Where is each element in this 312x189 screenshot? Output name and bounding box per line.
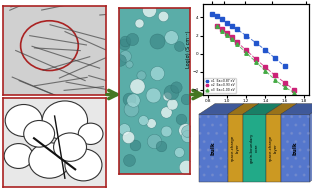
Polygon shape <box>243 114 266 182</box>
Point <box>177 151 182 154</box>
Point <box>117 59 122 62</box>
Circle shape <box>4 144 33 168</box>
Point <box>150 94 155 97</box>
Point <box>133 143 138 146</box>
Text: space-charge
layer: space-charge layer <box>231 135 240 161</box>
Point <box>164 94 169 98</box>
Point <box>169 102 174 105</box>
Point <box>155 71 160 74</box>
Point <box>135 85 140 88</box>
Point <box>160 14 165 17</box>
Polygon shape <box>199 104 244 114</box>
Polygon shape <box>266 104 297 114</box>
Point <box>184 134 189 137</box>
Point <box>123 40 128 43</box>
Polygon shape <box>243 104 282 114</box>
Point <box>163 129 168 132</box>
Point <box>125 135 130 138</box>
Point <box>178 117 183 120</box>
Point <box>163 111 168 114</box>
Circle shape <box>78 123 103 144</box>
Circle shape <box>54 133 86 161</box>
Point <box>126 159 131 162</box>
Text: bulk: bulk <box>211 141 216 155</box>
Text: space-charge
layer: space-charge layer <box>269 135 278 161</box>
Point <box>141 119 146 122</box>
Polygon shape <box>228 104 259 114</box>
Circle shape <box>42 101 88 140</box>
Point <box>130 99 135 102</box>
Point <box>129 37 134 40</box>
Point <box>123 54 128 57</box>
Point <box>158 145 163 148</box>
Circle shape <box>29 143 70 178</box>
Y-axis label: Log(σ) (S cm⁻¹): Log(σ) (S cm⁻¹) <box>186 30 191 68</box>
Polygon shape <box>199 114 228 182</box>
Point <box>138 74 143 77</box>
Polygon shape <box>266 114 281 182</box>
Point <box>154 40 159 43</box>
Point <box>183 166 188 169</box>
Point <box>121 128 126 131</box>
Point <box>122 43 127 46</box>
X-axis label: 1000/T (K⁻¹): 1000/T (K⁻¹) <box>241 104 271 109</box>
Point <box>173 85 178 88</box>
Point <box>168 36 173 39</box>
Point <box>137 21 142 24</box>
Circle shape <box>24 121 55 147</box>
Polygon shape <box>281 114 310 182</box>
Point <box>183 98 188 101</box>
Point <box>176 45 181 48</box>
Text: bulk: bulk <box>293 141 298 155</box>
Polygon shape <box>281 104 312 114</box>
Circle shape <box>65 149 102 181</box>
Text: grain-boundary
core: grain-boundary core <box>250 133 259 163</box>
Point <box>184 129 189 132</box>
Point <box>169 91 174 94</box>
Circle shape <box>5 105 42 136</box>
Point <box>146 8 151 11</box>
Point <box>152 139 157 143</box>
Legend: x1  Ea=0.87 eV, x2  Ea=0.93 eV, x3  Ea=1.00 eV: x1 Ea=0.87 eV, x2 Ea=0.93 eV, x3 Ea=1.00… <box>204 78 236 93</box>
Point <box>149 121 154 124</box>
Point <box>127 63 132 66</box>
Point <box>129 107 134 110</box>
Polygon shape <box>228 114 243 182</box>
Point <box>183 129 188 132</box>
Polygon shape <box>310 104 312 182</box>
Point <box>126 98 131 101</box>
